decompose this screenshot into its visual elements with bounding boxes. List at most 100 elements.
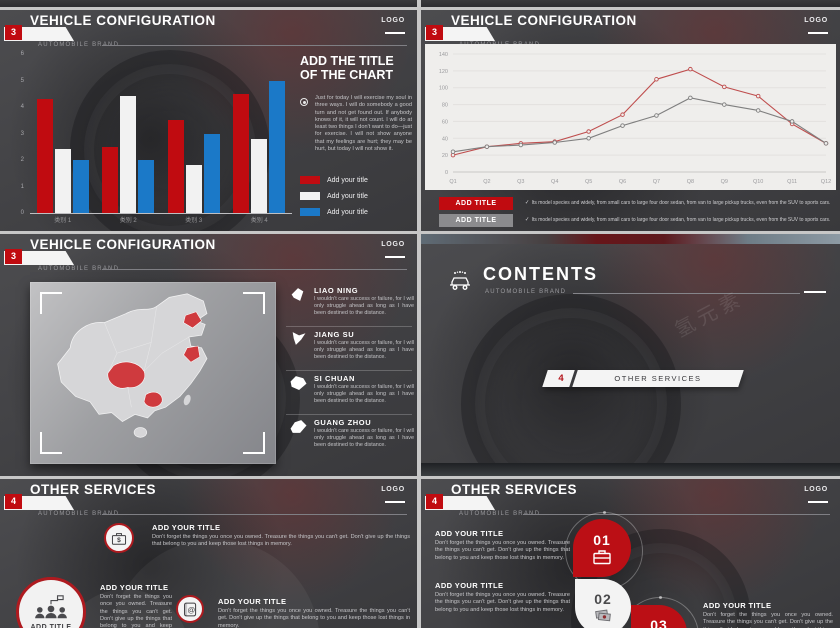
step-number: 02	[594, 591, 612, 607]
bullet-circle-icon	[300, 98, 308, 106]
y-axis-tick: 4	[20, 104, 24, 110]
region-text: I wouldn't care success or failure, for …	[314, 428, 414, 448]
svg-text:Q11: Q11	[787, 179, 797, 185]
svg-text:20: 20	[442, 153, 448, 159]
slide-other-services-circles[interactable]: 4 OTHER SERVICES AUTOMOBILE BRAND LOGO $…	[0, 479, 417, 628]
svg-text:Q5: Q5	[585, 179, 592, 185]
header-divider	[523, 514, 830, 515]
item-text: Don't forget the things you once you own…	[435, 540, 570, 561]
slide-subtitle: AUTOMOBILE BRAND	[459, 511, 541, 517]
svg-text:Q9: Q9	[721, 179, 728, 185]
svg-text:Q7: Q7	[653, 179, 660, 185]
check-icon: ✓	[525, 217, 530, 223]
header-divider	[573, 293, 800, 294]
province-borders	[104, 306, 190, 408]
corner-bracket-icon	[40, 432, 62, 454]
bar	[120, 96, 137, 213]
logo-placeholder: LOGO	[804, 486, 828, 493]
header-divider	[102, 45, 407, 46]
china-map	[57, 293, 208, 438]
bar	[251, 138, 268, 213]
slide-title: OTHER SERVICES	[451, 482, 578, 497]
header-divider	[102, 269, 407, 270]
logo-placeholder: LOGO	[381, 17, 405, 24]
y-axis-tick: 0	[20, 210, 24, 216]
contents-item-number: 4	[558, 373, 564, 384]
province-jiangsu-highlight	[183, 345, 201, 363]
slide-contents[interactable]: CONTENTS AUTOMOBILE BRAND 氢元素 4 OTHER SE…	[421, 234, 840, 476]
bar	[185, 165, 202, 213]
slide-subtitle: AUTOMOBILE BRAND	[38, 42, 120, 48]
item-text: Don't forget the things you once you own…	[218, 608, 410, 628]
bullet-text: Its model species and widely, from small…	[531, 217, 831, 223]
svg-text:120: 120	[439, 69, 448, 75]
line-chart-panel: 0 20 40 60 80 100 120 140 Q1 Q2 Q3 Q4 Q5 Q6 Q7 Q8 Q9 Q10 Q…	[425, 44, 836, 190]
svg-text:140: 140	[439, 52, 448, 58]
liaoning-shape-icon	[291, 288, 304, 301]
bar	[233, 93, 250, 213]
logo-placeholder: LOGO	[804, 17, 828, 24]
slide-title: VEHICLE CONFIGURATION	[30, 13, 216, 28]
slide-title: OTHER SERVICES	[30, 482, 157, 497]
logo-underline	[385, 501, 405, 503]
jiangsu-shape-icon	[292, 332, 306, 345]
section-number-badge: 4	[5, 494, 22, 509]
briefcase-dollar-circle: $	[104, 523, 134, 553]
address-book-circle: @	[176, 595, 204, 623]
bar-chart: 0 1 2 3 4 5 6 类别 1 类别 2 类别 3 类别 4	[21, 51, 293, 224]
contents-item-label: OTHER SERVICES	[614, 374, 702, 383]
legend-swatch-white	[300, 192, 320, 200]
svg-text:Q6: Q6	[619, 179, 626, 185]
slide-vehicle-configuration-bar-chart[interactable]: 3 VEHICLE CONFIGURATION AUTOMOBILE BRAND…	[0, 10, 417, 231]
bar-group: 类别 3	[161, 54, 227, 224]
partial-slide-sliver-right	[421, 0, 840, 7]
contents-item-banner[interactable]: 4 OTHER SERVICES	[542, 370, 744, 387]
legend-label: Add your title	[327, 192, 368, 200]
section-number-badge: 4	[426, 494, 443, 509]
item-text: Don't forget the things you once you own…	[152, 534, 410, 548]
svg-text:@: @	[187, 605, 195, 614]
bar	[36, 99, 53, 213]
legend-item: Add your title	[300, 192, 368, 200]
corner-bracket-icon	[243, 432, 265, 454]
region-text: I wouldn't care success or failure, for …	[314, 296, 414, 316]
car-photo-strip	[421, 234, 840, 244]
svg-text:Q4: Q4	[551, 179, 558, 185]
item-text: Don't forget the things you once you own…	[703, 612, 833, 628]
guangzhou-shape-icon	[290, 420, 307, 433]
slide-vehicle-configuration-line-chart[interactable]: 3 VEHICLE CONFIGURATION AUTOMOBILE BRAND…	[421, 10, 840, 231]
slide-other-services-steps[interactable]: 4 OTHER SERVICES AUTOMOBILE BRAND LOGO A…	[421, 479, 840, 628]
step-02-shape: 02	[575, 579, 631, 628]
bullet-line: ✓ Its model species and widely, from smal…	[525, 217, 830, 223]
region-name: JIANG SU	[314, 330, 355, 339]
bar-group: 类别 4	[227, 54, 293, 224]
x-axis-tick: 类别 3	[185, 218, 203, 224]
province-sichuan-highlight	[107, 361, 146, 389]
china-outline	[57, 293, 208, 423]
bullet-dot	[302, 100, 306, 104]
province-guangdong-highlight	[143, 391, 163, 408]
step-01-shape: 01	[573, 519, 631, 577]
sichuan-shape-icon	[290, 376, 307, 390]
region-text: I wouldn't care success or failure, for …	[314, 340, 414, 360]
list-divider	[286, 370, 412, 371]
line-chart: 0 20 40 60 80 100 120 140 Q1 Q2 Q3 Q4 Q5 Q6 Q7 Q8 Q9 Q10 Q…	[439, 52, 831, 185]
item-text: Don't forget the things you once you own…	[435, 592, 570, 613]
logo-underline	[808, 32, 828, 34]
add-title-button-gray: ADD TITLE	[439, 214, 513, 227]
svg-text:Q8: Q8	[687, 179, 694, 185]
x-axis-tick: 类别 2	[119, 218, 137, 224]
slide-vehicle-configuration-map[interactable]: 3 VEHICLE CONFIGURATION AUTOMOBILE BRAND…	[0, 234, 417, 476]
item-title: ADD YOUR TITLE	[435, 529, 504, 538]
item-title: ADD YOUR TITLE	[100, 583, 169, 592]
y-axis-tick: 1	[20, 183, 24, 190]
logo-underline	[808, 501, 828, 503]
bar	[54, 149, 71, 213]
region-name: GUANG ZHOU	[314, 418, 372, 427]
slide-title: VEHICLE CONFIGURATION	[451, 13, 637, 28]
svg-text:60: 60	[442, 119, 448, 125]
partial-slide-sliver-left	[0, 0, 417, 7]
suitcase-icon	[593, 549, 611, 564]
svg-text:80: 80	[442, 103, 448, 109]
address-book-icon: @	[183, 602, 196, 616]
